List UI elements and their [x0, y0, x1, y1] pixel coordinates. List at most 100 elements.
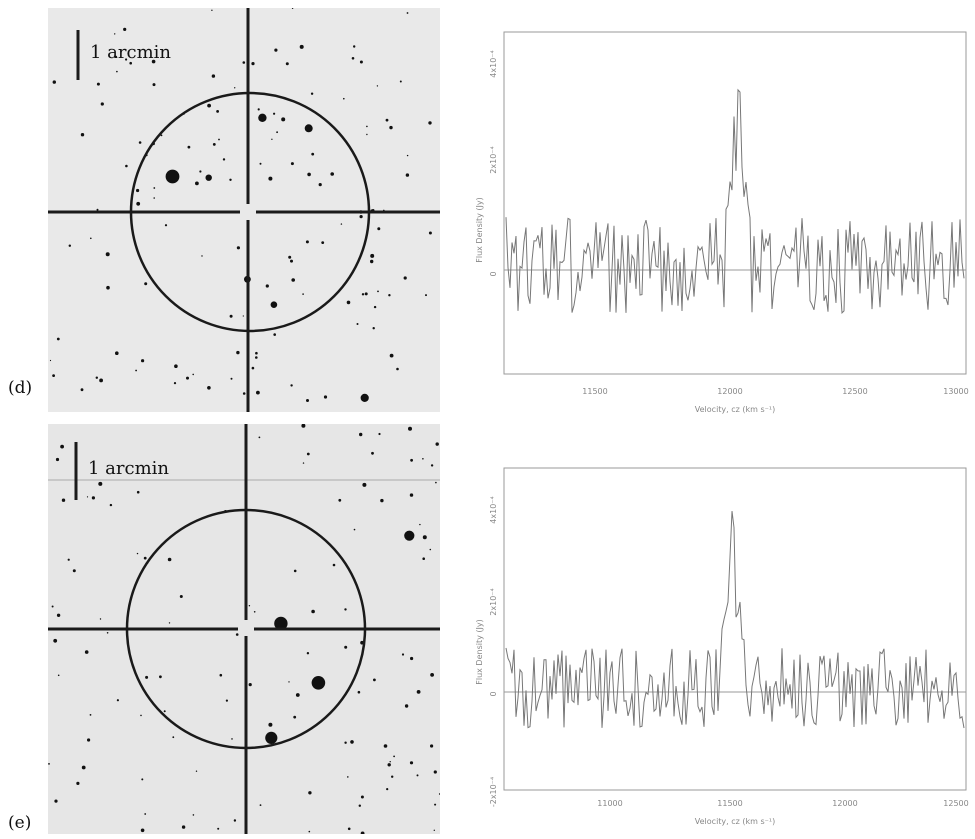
y-tick-label: 2x10⁻⁴ [489, 146, 498, 173]
star [123, 27, 127, 31]
star [230, 377, 233, 380]
star [89, 714, 92, 716]
star [306, 399, 309, 402]
y-tick-label: 2x10⁻⁴ [489, 588, 498, 615]
star [396, 367, 399, 371]
star [378, 432, 381, 436]
star [195, 181, 199, 186]
star [253, 611, 256, 613]
y-axis-label: Flux Density (Jy) [475, 197, 484, 262]
star [136, 201, 141, 206]
y-tick-label: 0 [489, 691, 498, 696]
star [248, 605, 251, 607]
star [301, 424, 306, 428]
star-field-d [49, 8, 432, 402]
star [255, 351, 258, 355]
x-tick-label: 13000 [943, 387, 968, 396]
star [399, 80, 402, 83]
star [387, 763, 391, 767]
sky-field-d: 1 arcmin [48, 8, 440, 412]
star [199, 170, 202, 173]
star [274, 48, 278, 52]
star [404, 530, 415, 541]
star [195, 770, 198, 772]
star [389, 353, 394, 358]
star [406, 154, 409, 157]
star [385, 118, 389, 122]
star [302, 293, 304, 295]
star [343, 97, 345, 100]
y-axis-label: Flux Density (Jy) [475, 619, 484, 684]
star [251, 366, 255, 370]
star [140, 828, 145, 833]
optical-image-e: 1 arcmin [48, 424, 440, 834]
star [347, 827, 351, 831]
star [344, 741, 347, 744]
star [256, 390, 260, 395]
star [401, 653, 405, 656]
x-axis-label: Velocity, cz (km s⁻¹) [695, 817, 775, 826]
star [115, 351, 119, 356]
star [304, 124, 313, 133]
star [361, 293, 365, 296]
star [306, 652, 310, 655]
star [302, 462, 305, 464]
star [80, 388, 84, 392]
star [428, 231, 432, 235]
star [151, 59, 156, 64]
star [288, 681, 290, 683]
star [330, 172, 335, 176]
star [359, 60, 363, 64]
star [281, 117, 286, 122]
star [100, 102, 104, 106]
star [56, 613, 61, 617]
star [351, 57, 355, 60]
optical-image-d: 1 arcmin [48, 8, 440, 412]
star [416, 690, 421, 694]
star [290, 259, 293, 263]
star [106, 285, 110, 290]
star [383, 744, 388, 748]
x-tick-label: 11500 [717, 799, 742, 808]
star [136, 490, 140, 494]
star [168, 622, 171, 624]
star [233, 819, 237, 822]
star [403, 276, 407, 280]
star [268, 176, 273, 181]
star [311, 152, 315, 156]
star [359, 215, 363, 219]
star [90, 237, 92, 240]
star [211, 9, 213, 11]
star [293, 569, 297, 573]
star [229, 314, 233, 318]
star [268, 722, 273, 727]
star [370, 259, 374, 264]
star [242, 315, 244, 317]
spectrum-plot-e: 11000 11500 12000 12500 -2x10⁻⁴ 0 2x10⁻⁴… [475, 467, 969, 826]
star [364, 292, 368, 296]
scale-bar-label-e: 1 arcmin [88, 458, 169, 479]
star [96, 82, 100, 86]
star [419, 523, 421, 526]
x-tick-label: 11000 [597, 799, 622, 808]
star [371, 451, 374, 455]
star [52, 80, 56, 84]
star [136, 188, 140, 193]
star [360, 393, 369, 402]
panel-label-e: (e) [8, 813, 32, 833]
star [116, 70, 118, 73]
star [255, 356, 258, 359]
star [138, 141, 142, 144]
y-tick-label: 4x10⁻⁴ [489, 496, 498, 523]
star [406, 12, 409, 14]
star [410, 458, 413, 462]
star [129, 61, 132, 65]
star [428, 121, 432, 125]
star [344, 608, 347, 611]
star [391, 775, 394, 778]
star [222, 158, 226, 161]
star [251, 62, 255, 66]
star [376, 85, 379, 87]
star [105, 252, 110, 257]
star [366, 133, 368, 136]
